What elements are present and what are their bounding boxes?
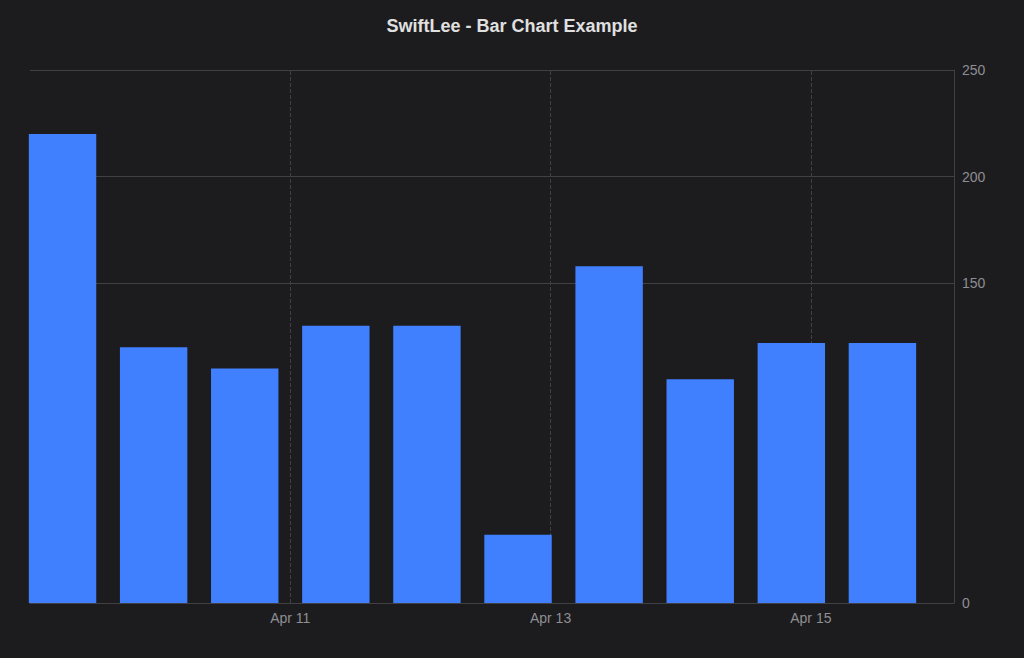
svg-text:Apr 13: Apr 13: [530, 610, 571, 626]
svg-text:150: 150: [962, 275, 986, 291]
svg-text:Apr 15: Apr 15: [790, 610, 831, 626]
svg-text:SwiftLee - Bar Chart Example: SwiftLee - Bar Chart Example: [386, 16, 637, 36]
svg-text:Apr 11: Apr 11: [270, 610, 310, 626]
svg-text:0: 0: [962, 595, 970, 611]
svg-text:250: 250: [962, 62, 986, 78]
svg-text:200: 200: [962, 169, 986, 185]
